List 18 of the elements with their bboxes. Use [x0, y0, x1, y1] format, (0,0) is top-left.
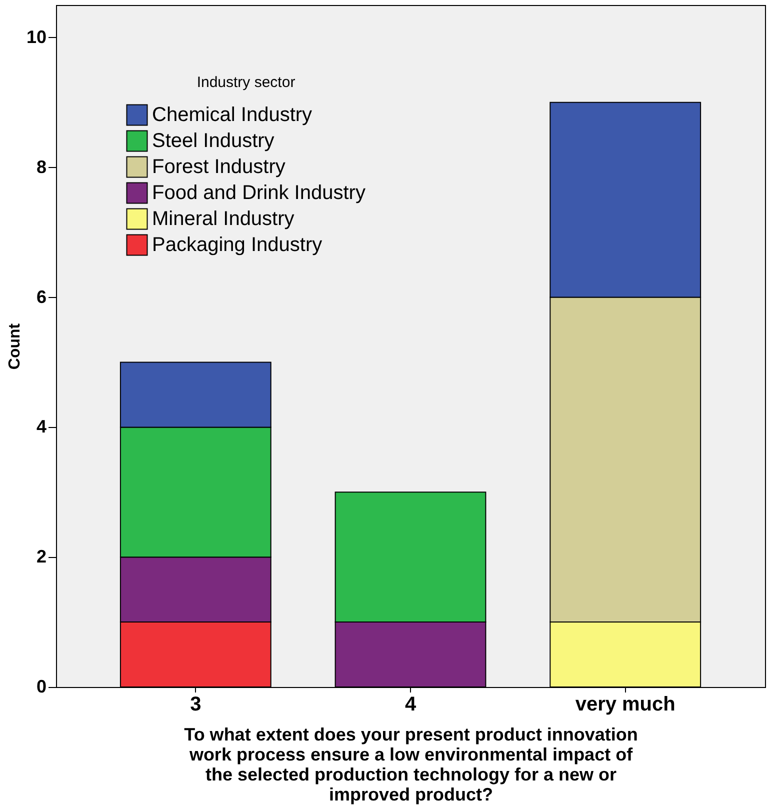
y-tick-label: 0: [36, 676, 46, 696]
y-axis-title: Count: [6, 322, 24, 370]
legend-label: Forest Industry: [152, 156, 286, 178]
x-tick-label: 4: [404, 694, 417, 716]
legend-label: Steel Industry: [152, 130, 274, 152]
y-tick-label: 10: [26, 26, 46, 47]
y-tick-label: 4: [36, 416, 46, 437]
x-tick-label: very much: [575, 694, 676, 716]
legend-label: Food and Drink Industry: [152, 182, 366, 204]
legend-label: Packaging Industry: [152, 234, 322, 256]
y-tick-label: 2: [36, 546, 46, 567]
legend-title: Industry sector: [196, 74, 296, 91]
y-tick-label: 6: [36, 286, 46, 307]
legend-label: Mineral Industry: [152, 208, 294, 230]
y-tick-label: 8: [36, 156, 46, 177]
x-tick-label: 3: [190, 694, 202, 716]
x-axis-title: To what extent does your present product innovation work process ensure a low environmental impact of the selected production technology for a new or improved product?: [184, 724, 638, 804]
legend-label: Chemical Industry: [152, 104, 312, 126]
